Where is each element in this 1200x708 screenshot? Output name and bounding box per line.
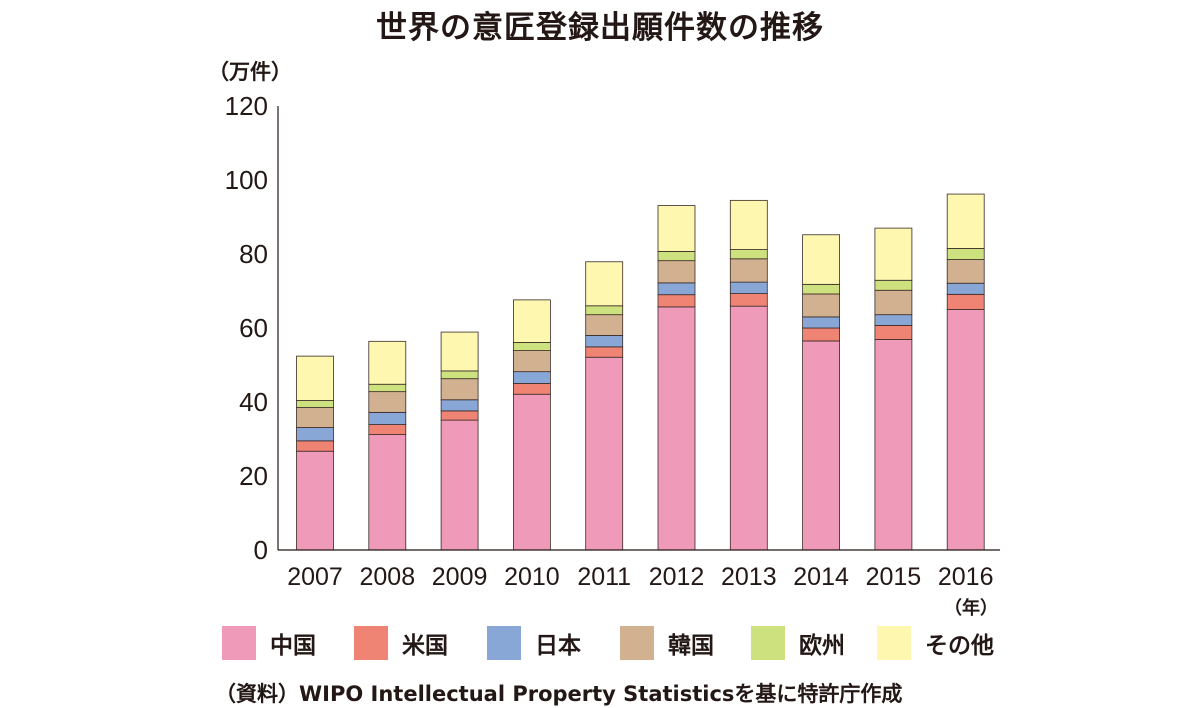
bar-segment-2016-0	[947, 310, 984, 551]
legend-item-japan: 日本	[487, 626, 620, 660]
y-tick-label: 120	[225, 91, 268, 121]
bar-segment-2012-1	[658, 295, 695, 307]
bar-segment-2011-2	[586, 335, 623, 346]
bar-segment-2014-2	[803, 317, 840, 328]
legend-item-other: その他	[877, 626, 994, 660]
chart-legend: 中国 米国 日本 韓国 欧州 その他	[222, 624, 994, 662]
bar-segment-2016-3	[947, 260, 984, 284]
bar-segment-2008-1	[369, 425, 406, 435]
y-tick-label: 40	[239, 387, 268, 417]
bar-segment-2008-5	[369, 341, 406, 384]
bar-segment-2013-0	[730, 306, 767, 550]
x-tick-label: 2010	[504, 563, 560, 591]
x-tick-label: 2007	[287, 563, 343, 591]
legend-swatch-other	[877, 626, 911, 660]
x-axis-unit-label: （年）	[944, 594, 998, 620]
bar-segment-2007-1	[297, 441, 334, 451]
bar-segment-2013-1	[730, 294, 767, 307]
y-tick-label: 80	[239, 239, 268, 269]
bar-segment-2014-4	[803, 284, 840, 294]
bar-segment-2008-3	[369, 392, 406, 413]
legend-item-europe: 欧州	[751, 626, 877, 660]
bar-segment-2013-2	[730, 282, 767, 293]
bar-segment-2014-3	[803, 294, 840, 317]
bar-segment-2013-5	[730, 200, 767, 249]
bar-segment-2016-1	[947, 294, 984, 309]
legend-label-usa: 米国	[402, 626, 448, 660]
legend-label-china: 中国	[270, 626, 316, 660]
bar-segment-2015-3	[875, 290, 912, 314]
legend-swatch-china	[222, 626, 256, 660]
bar-segment-2016-4	[947, 248, 984, 259]
bar-segment-2012-5	[658, 206, 695, 252]
legend-label-japan: 日本	[535, 626, 581, 660]
bar-segment-2009-4	[441, 371, 478, 379]
bar-segment-2010-4	[513, 342, 550, 350]
legend-item-usa: 米国	[354, 626, 487, 660]
bar-segment-2013-4	[730, 250, 767, 259]
bar-segment-2009-1	[441, 411, 478, 420]
legend-item-korea: 韓国	[620, 626, 751, 660]
legend-swatch-korea	[620, 626, 654, 660]
legend-swatch-europe	[751, 626, 785, 660]
bar-segment-2013-3	[730, 259, 767, 282]
bar-segment-2007-5	[297, 356, 334, 400]
legend-label-europe: 欧州	[799, 626, 845, 660]
bar-segment-2014-5	[803, 235, 840, 285]
legend-swatch-usa	[354, 626, 388, 660]
bar-segment-2015-1	[875, 325, 912, 339]
bar-segment-2016-5	[947, 194, 984, 248]
bar-segment-2012-2	[658, 283, 695, 295]
bar-segment-2012-3	[658, 261, 695, 283]
y-tick-label: 60	[239, 313, 268, 343]
bar-segment-2007-0	[297, 451, 334, 550]
bar-segment-2015-5	[875, 228, 912, 280]
legend-item-china: 中国	[222, 626, 354, 660]
y-tick-label: 100	[225, 165, 268, 195]
bar-segment-2012-0	[658, 307, 695, 550]
bar-segment-2011-4	[586, 306, 623, 315]
bar-segment-2008-0	[369, 435, 406, 550]
bar-segment-2009-5	[441, 332, 478, 371]
x-tick-label: 2008	[359, 563, 415, 591]
bar-segment-2010-2	[513, 372, 550, 384]
bar-segment-2012-4	[658, 251, 695, 260]
bar-segment-2015-4	[875, 280, 912, 290]
bar-segment-2008-2	[369, 412, 406, 424]
bar-segment-2011-1	[586, 347, 623, 357]
x-tick-label: 2013	[721, 563, 777, 591]
bar-segment-2008-4	[369, 384, 406, 391]
bar-segment-2015-0	[875, 339, 912, 550]
x-tick-label: 2015	[866, 563, 922, 591]
source-note: （資料）WIPO Intellectual Property Statistic…	[215, 678, 902, 708]
bar-segment-2015-2	[875, 315, 912, 326]
bar-segment-2014-1	[803, 328, 840, 341]
bar-segment-2011-5	[586, 262, 623, 306]
bar-segment-2016-2	[947, 283, 984, 294]
bar-segment-2009-2	[441, 400, 478, 411]
bar-segment-2009-0	[441, 420, 478, 550]
legend-label-korea: 韓国	[668, 626, 714, 660]
bar-segment-2007-3	[297, 408, 334, 428]
bar-segment-2014-0	[803, 341, 840, 550]
x-tick-label: 2012	[649, 563, 705, 591]
x-tick-label: 2014	[793, 563, 849, 591]
x-tick-label: 2016	[938, 563, 994, 591]
x-tick-label: 2011	[577, 563, 631, 591]
bar-segment-2010-0	[513, 394, 550, 550]
y-tick-label: 0	[254, 535, 268, 565]
y-tick-label: 20	[239, 461, 268, 491]
bar-segment-2010-5	[513, 300, 550, 343]
bar-segment-2007-2	[297, 428, 334, 441]
bar-segment-2011-3	[586, 315, 623, 336]
x-tick-label: 2009	[432, 563, 488, 591]
bar-segment-2007-4	[297, 401, 334, 408]
bar-segment-2009-3	[441, 379, 478, 400]
legend-swatch-japan	[487, 626, 521, 660]
bar-segment-2010-1	[513, 384, 550, 395]
bar-segment-2011-0	[586, 357, 623, 550]
bar-segment-2010-3	[513, 351, 550, 372]
legend-label-other: その他	[925, 626, 994, 660]
